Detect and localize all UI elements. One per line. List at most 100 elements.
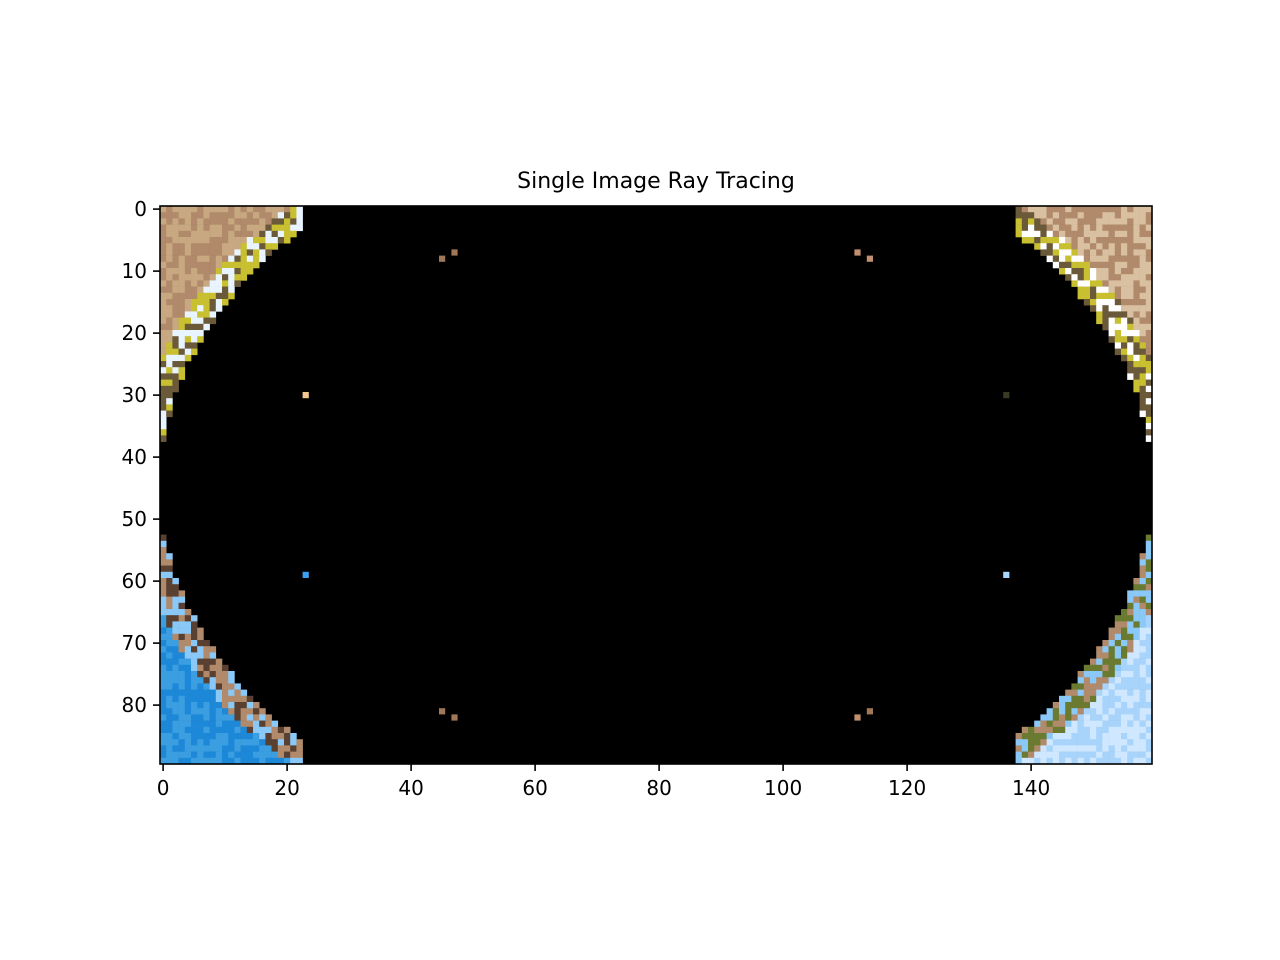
image-pixel	[1127, 677, 1134, 684]
image-pixel	[1145, 609, 1152, 616]
image-pixel	[1034, 757, 1041, 764]
image-pixel	[184, 609, 192, 616]
image-pixel	[172, 385, 179, 393]
image-pixel	[1102, 268, 1109, 275]
image-pixel	[1145, 664, 1152, 672]
image-pixel	[178, 342, 186, 349]
image-pixel	[1071, 224, 1078, 232]
image-pixel	[1028, 739, 1035, 746]
image-pixel	[265, 230, 272, 238]
image-pixel	[160, 286, 167, 294]
image-pixel	[271, 212, 279, 219]
image-pixel	[166, 553, 173, 560]
image-pixel	[1059, 230, 1066, 238]
image-pixel	[197, 323, 204, 331]
image-pixel	[1145, 596, 1152, 604]
image-pixel	[1133, 317, 1140, 325]
image-pixel	[259, 206, 266, 213]
y-tick-label: 40	[122, 445, 147, 469]
image-pixel	[1108, 224, 1116, 232]
image-pixel	[1102, 745, 1109, 752]
image-pixel	[222, 206, 229, 213]
image-pixel	[271, 745, 279, 752]
image-pixel	[1139, 751, 1147, 759]
image-pixel	[1065, 695, 1072, 703]
image-pixel	[1108, 726, 1116, 734]
image-pixel	[1133, 212, 1140, 219]
image-pixel	[184, 330, 192, 337]
image-pixel	[259, 230, 266, 238]
image-pixel	[240, 714, 248, 721]
image-pixel	[253, 757, 260, 764]
image-pixel	[191, 255, 198, 263]
image-pixel	[1028, 237, 1035, 244]
image-pixel	[1040, 726, 1047, 734]
image-pixel	[178, 299, 186, 306]
image-pixel	[172, 330, 179, 337]
image-pixel	[1108, 714, 1116, 721]
image-pixel	[209, 280, 217, 287]
image-pixel	[271, 720, 279, 728]
image-pixel	[209, 255, 217, 263]
image-pixel	[178, 237, 186, 244]
image-pixel	[1059, 255, 1066, 263]
image-pixel	[1090, 658, 1097, 666]
image-pixel	[1015, 739, 1023, 746]
image-pixel	[1071, 733, 1078, 740]
image-pixel	[1046, 757, 1054, 764]
image-pixel	[1145, 311, 1152, 318]
image-pixel	[197, 330, 204, 337]
image-pixel	[1015, 212, 1023, 219]
isolated-pixel	[1003, 571, 1010, 578]
image-pixel	[166, 677, 173, 684]
image-pixel	[209, 292, 217, 300]
image-pixel	[271, 733, 279, 740]
image-pixel	[1108, 218, 1116, 225]
image-pixel	[166, 311, 173, 318]
image-pixel	[1139, 398, 1147, 405]
image-pixel	[184, 286, 192, 294]
image-pixel	[1065, 689, 1072, 697]
image-pixel	[246, 268, 254, 275]
image-pixel	[1133, 206, 1140, 213]
image-pixel	[1108, 230, 1116, 238]
image-pixel	[1096, 652, 1103, 659]
image-pixel	[191, 299, 198, 306]
image-pixel	[160, 206, 167, 213]
image-pixel	[296, 745, 303, 752]
image-pixel	[197, 633, 204, 641]
image-pixel	[1145, 658, 1152, 666]
image-pixel	[1059, 720, 1066, 728]
image-pixel	[1145, 540, 1152, 548]
image-pixel	[203, 720, 210, 728]
image-pixel	[1102, 695, 1109, 703]
image-pixel	[228, 280, 235, 287]
image-pixel	[1145, 230, 1152, 238]
image-pixel	[234, 733, 241, 740]
image-pixel	[1108, 702, 1116, 709]
image-pixel	[1046, 249, 1054, 256]
image-pixel	[1145, 224, 1152, 232]
image-pixel	[184, 640, 192, 647]
image-pixel	[1114, 330, 1122, 337]
image-pixel	[160, 280, 167, 287]
image-pixel	[234, 702, 241, 709]
image-pixel	[172, 373, 179, 380]
image-pixel	[222, 739, 229, 746]
image-pixel	[160, 299, 167, 306]
image-pixel	[1108, 633, 1116, 641]
image-pixel	[1145, 646, 1152, 653]
image-pixel	[240, 733, 248, 740]
image-pixel	[1133, 578, 1140, 585]
image-pixel	[1133, 590, 1140, 597]
image-pixel	[166, 652, 173, 659]
image-pixel	[1145, 435, 1152, 442]
image-pixel	[1133, 652, 1140, 659]
image-pixel	[1139, 311, 1147, 318]
image-pixel	[1102, 757, 1109, 764]
image-pixel	[1108, 268, 1116, 275]
image-pixel	[253, 255, 260, 263]
image-pixel	[166, 596, 173, 604]
image-pixel	[1114, 206, 1122, 213]
